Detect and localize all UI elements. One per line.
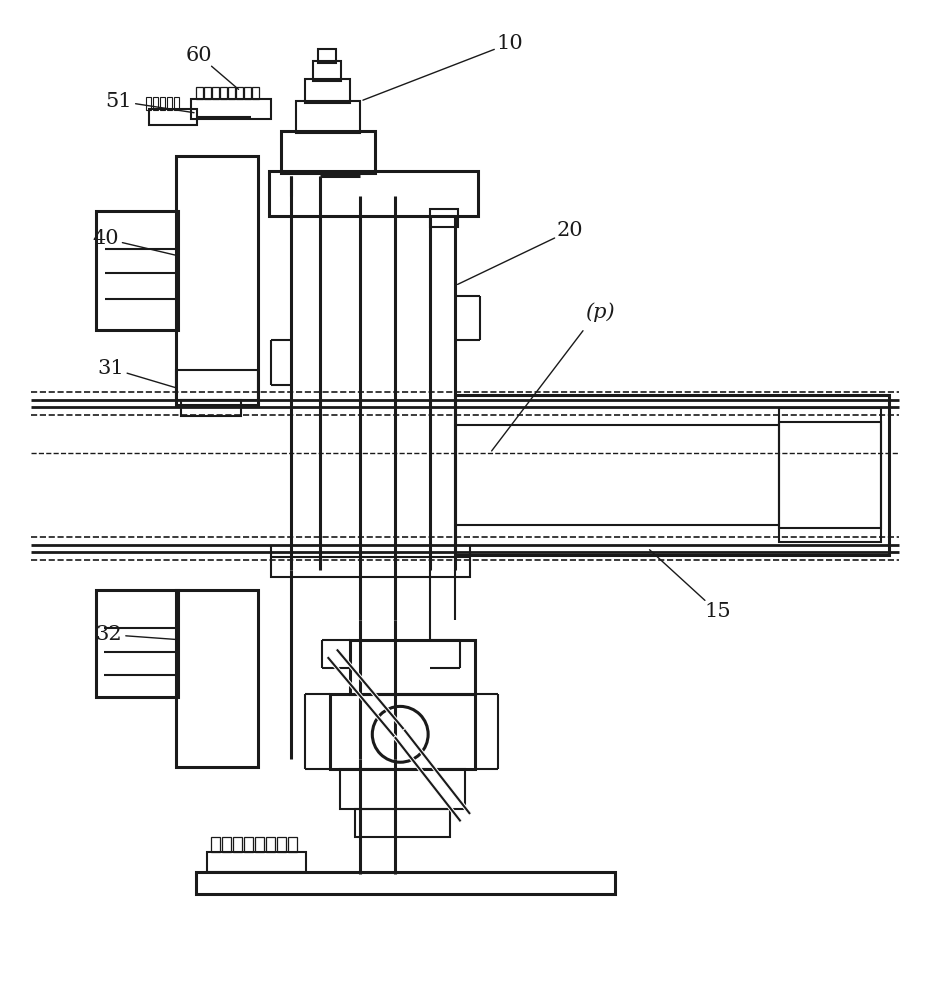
Text: 51: 51 [106,92,132,111]
Text: 32: 32 [96,625,123,644]
Bar [174,97,179,110]
Bar [204,87,211,99]
Bar [176,156,258,405]
Bar [281,131,376,173]
Bar [153,97,158,110]
Bar [277,837,285,852]
Bar [176,370,258,400]
Bar [96,211,178,330]
Bar [779,422,881,528]
Bar [350,640,475,694]
Bar [252,87,259,99]
Bar [220,87,226,99]
Bar [314,61,341,81]
Bar [196,87,203,99]
Bar [268,171,478,216]
Bar [191,99,271,119]
Bar [222,837,231,852]
Bar [149,109,197,125]
Bar [456,395,889,555]
Bar [196,872,614,894]
Bar [287,837,297,852]
Bar [779,408,881,542]
Bar [206,852,306,872]
Bar [176,590,258,767]
Text: 20: 20 [556,221,583,240]
Bar [265,837,275,852]
Bar [356,809,450,837]
Text: 31: 31 [98,359,125,378]
Bar [243,837,253,852]
Bar [167,97,172,110]
Bar [296,101,360,133]
Text: 10: 10 [496,34,523,53]
Bar [146,97,151,110]
Bar [160,97,165,110]
Bar [430,209,458,227]
Bar [212,87,219,99]
Text: 40: 40 [93,229,120,248]
Bar [181,400,241,416]
Text: 60: 60 [185,46,212,65]
Bar [243,87,251,99]
Text: 15: 15 [704,602,730,621]
Text: (p): (p) [585,303,614,322]
Bar [236,87,243,99]
Bar [319,49,337,63]
Bar [227,87,235,99]
Bar [305,79,350,103]
Bar [96,590,178,697]
Bar [340,769,465,809]
Bar [233,837,242,852]
Bar [255,837,263,852]
Bar [211,837,220,852]
Bar [271,557,470,577]
Bar [330,694,475,769]
